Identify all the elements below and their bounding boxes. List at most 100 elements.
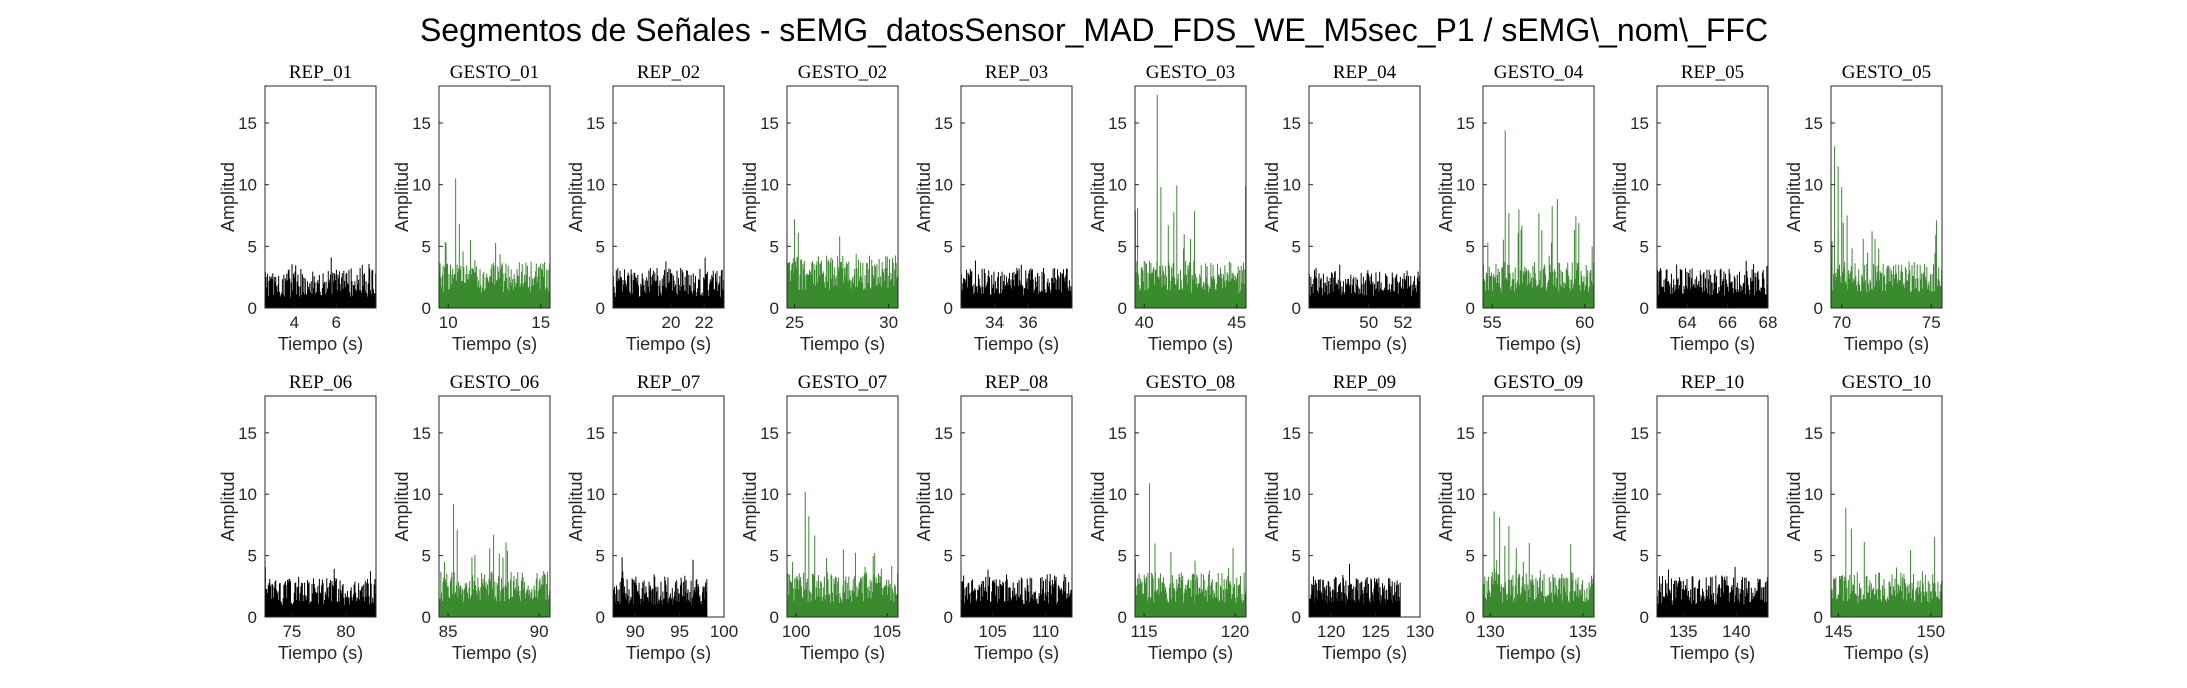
figure-title: Segmentos de Señales - sEMG_datosSensor_… bbox=[420, 12, 1768, 48]
subplot-title: REP_10 bbox=[1681, 372, 1744, 393]
axes-box bbox=[786, 85, 899, 309]
x-axis-label: Tiempo (s) bbox=[1844, 643, 1929, 663]
x-tick-label: 66 bbox=[1718, 313, 1737, 332]
y-tick-label: 0 bbox=[770, 608, 779, 627]
y-tick-label: 10 bbox=[1630, 485, 1649, 504]
subplot-title: GESTO_02 bbox=[798, 62, 887, 83]
subplot-gesto_05: 0 5 10 15 70 75 GESTO_05 Tiempo (s) Amplitud bbox=[1784, 62, 1943, 354]
x-axis-label: Tiempo (s) bbox=[278, 334, 363, 354]
plot-area bbox=[613, 396, 724, 617]
x-axis-label: Tiempo (s) bbox=[1670, 334, 1755, 354]
subplot-rep_05: 0 5 10 15 64 66 68 REP_05 Tiempo (s) Amplitud bbox=[1610, 62, 1777, 354]
subplot-title: REP_03 bbox=[985, 62, 1048, 83]
y-tick-label: 0 bbox=[1640, 299, 1649, 318]
y-tick-label: 5 bbox=[1118, 547, 1127, 566]
x-axis-label: Tiempo (s) bbox=[626, 643, 711, 663]
subplot-gesto_01: 0 5 10 15 10 15 GESTO_01 Tiempo (s) Amplitud bbox=[392, 62, 551, 354]
x-tick-label: 34 bbox=[985, 313, 1004, 332]
y-tick-label: 5 bbox=[1814, 237, 1823, 256]
y-tick-label: 5 bbox=[1466, 237, 1475, 256]
subplot-gesto_10: 0 5 10 15 145 150 GESTO_10 Tiempo (s) Amplitud bbox=[1784, 372, 1945, 663]
y-tick-label: 10 bbox=[760, 176, 779, 195]
axes-box bbox=[1308, 395, 1421, 618]
y-tick-label: 10 bbox=[412, 176, 431, 195]
subplot-title: GESTO_01 bbox=[450, 62, 539, 83]
x-tick-label: 25 bbox=[785, 313, 804, 332]
y-tick-label: 0 bbox=[596, 299, 605, 318]
x-axis-label: Tiempo (s) bbox=[800, 334, 885, 354]
y-tick-label: 0 bbox=[422, 299, 431, 318]
x-tick-label: 145 bbox=[1824, 622, 1852, 641]
y-tick-label: 0 bbox=[1292, 608, 1301, 627]
y-tick-label: 0 bbox=[770, 299, 779, 318]
subplot-title: GESTO_09 bbox=[1494, 372, 1583, 393]
x-tick-label: 90 bbox=[626, 622, 645, 641]
subplot-title: REP_08 bbox=[985, 372, 1048, 393]
x-tick-label: 55 bbox=[1483, 313, 1502, 332]
y-tick-label: 10 bbox=[586, 485, 605, 504]
subplot-title: GESTO_04 bbox=[1494, 62, 1584, 83]
plot-area bbox=[1657, 86, 1768, 308]
y-tick-label: 15 bbox=[1282, 424, 1301, 443]
x-tick-label: 70 bbox=[1832, 313, 1851, 332]
y-tick-label: 10 bbox=[1804, 485, 1823, 504]
y-axis-label: Amplitud bbox=[914, 471, 934, 541]
x-tick-label: 130 bbox=[1406, 622, 1434, 641]
axes-box bbox=[960, 85, 1073, 309]
y-tick-label: 0 bbox=[944, 299, 953, 318]
subplot-title: REP_07 bbox=[637, 372, 700, 393]
x-axis-label: Tiempo (s) bbox=[974, 643, 1059, 663]
plot-area bbox=[1309, 396, 1420, 617]
subplot-gesto_08: 0 5 10 15 115 120 GESTO_08 Tiempo (s) Amplitud bbox=[1088, 372, 1249, 663]
y-tick-label: 0 bbox=[1292, 299, 1301, 318]
y-tick-label: 15 bbox=[412, 424, 431, 443]
subplot-gesto_02: 0 5 10 15 25 30 GESTO_02 Tiempo (s) Amplitud bbox=[740, 62, 899, 354]
y-tick-label: 5 bbox=[1292, 547, 1301, 566]
y-tick-label: 5 bbox=[1640, 547, 1649, 566]
x-axis-label: Tiempo (s) bbox=[1322, 643, 1407, 663]
subplot-title: REP_04 bbox=[1333, 62, 1397, 83]
subplot-rep_06: 0 5 10 15 75 80 REP_06 Tiempo (s) Amplitud bbox=[218, 372, 377, 663]
x-tick-label: 95 bbox=[670, 622, 689, 641]
axes-box bbox=[264, 395, 377, 618]
subplot-gesto_03: 0 5 10 15 40 45 GESTO_03 Tiempo (s) Amplitud bbox=[1088, 62, 1247, 354]
y-tick-label: 10 bbox=[760, 485, 779, 504]
y-tick-label: 15 bbox=[934, 114, 953, 133]
subplot-grid: 0 5 10 15 4 6 REP_01 Tiempo (s) Amplitud 0 5 10 15 10… bbox=[218, 62, 1945, 663]
subplot-title: REP_05 bbox=[1681, 62, 1744, 83]
x-axis-label: Tiempo (s) bbox=[278, 643, 363, 663]
y-tick-label: 0 bbox=[1466, 299, 1475, 318]
y-tick-label: 5 bbox=[944, 237, 953, 256]
y-axis-label: Amplitud bbox=[218, 471, 238, 541]
subplot-rep_10: 0 5 10 15 135 140 REP_10 Tiempo (s) Amplitud bbox=[1610, 372, 1769, 663]
x-axis-label: Tiempo (s) bbox=[1148, 334, 1233, 354]
subplot-rep_04: 0 5 10 15 50 52 REP_04 Tiempo (s) Amplitud bbox=[1262, 62, 1421, 354]
axes-box bbox=[1482, 395, 1595, 618]
y-axis-label: Amplitud bbox=[1436, 471, 1456, 541]
x-tick-label: 90 bbox=[530, 622, 549, 641]
y-tick-label: 10 bbox=[586, 176, 605, 195]
x-tick-label: 6 bbox=[331, 313, 340, 332]
subplot-rep_02: 0 5 10 15 20 22 REP_02 Tiempo (s) Amplitud bbox=[566, 62, 725, 354]
y-tick-label: 15 bbox=[238, 424, 257, 443]
y-tick-label: 0 bbox=[248, 608, 257, 627]
y-tick-label: 10 bbox=[934, 176, 953, 195]
y-axis-label: Amplitud bbox=[1784, 471, 1804, 541]
x-tick-label: 10 bbox=[439, 313, 458, 332]
y-tick-label: 5 bbox=[422, 547, 431, 566]
plot-area bbox=[265, 396, 376, 617]
x-tick-label: 15 bbox=[531, 313, 550, 332]
x-tick-label: 105 bbox=[873, 622, 901, 641]
subplot-title: GESTO_08 bbox=[1146, 372, 1235, 393]
x-tick-label: 120 bbox=[1317, 622, 1345, 641]
subplot-title: GESTO_03 bbox=[1146, 62, 1235, 83]
y-axis-label: Amplitud bbox=[1088, 162, 1108, 232]
x-axis-label: Tiempo (s) bbox=[452, 334, 537, 354]
x-tick-label: 115 bbox=[1131, 622, 1158, 641]
y-tick-label: 15 bbox=[1108, 114, 1127, 133]
axes-box bbox=[1482, 85, 1595, 309]
x-tick-label: 135 bbox=[1569, 622, 1597, 641]
y-tick-label: 15 bbox=[1804, 114, 1823, 133]
y-tick-label: 15 bbox=[412, 114, 431, 133]
